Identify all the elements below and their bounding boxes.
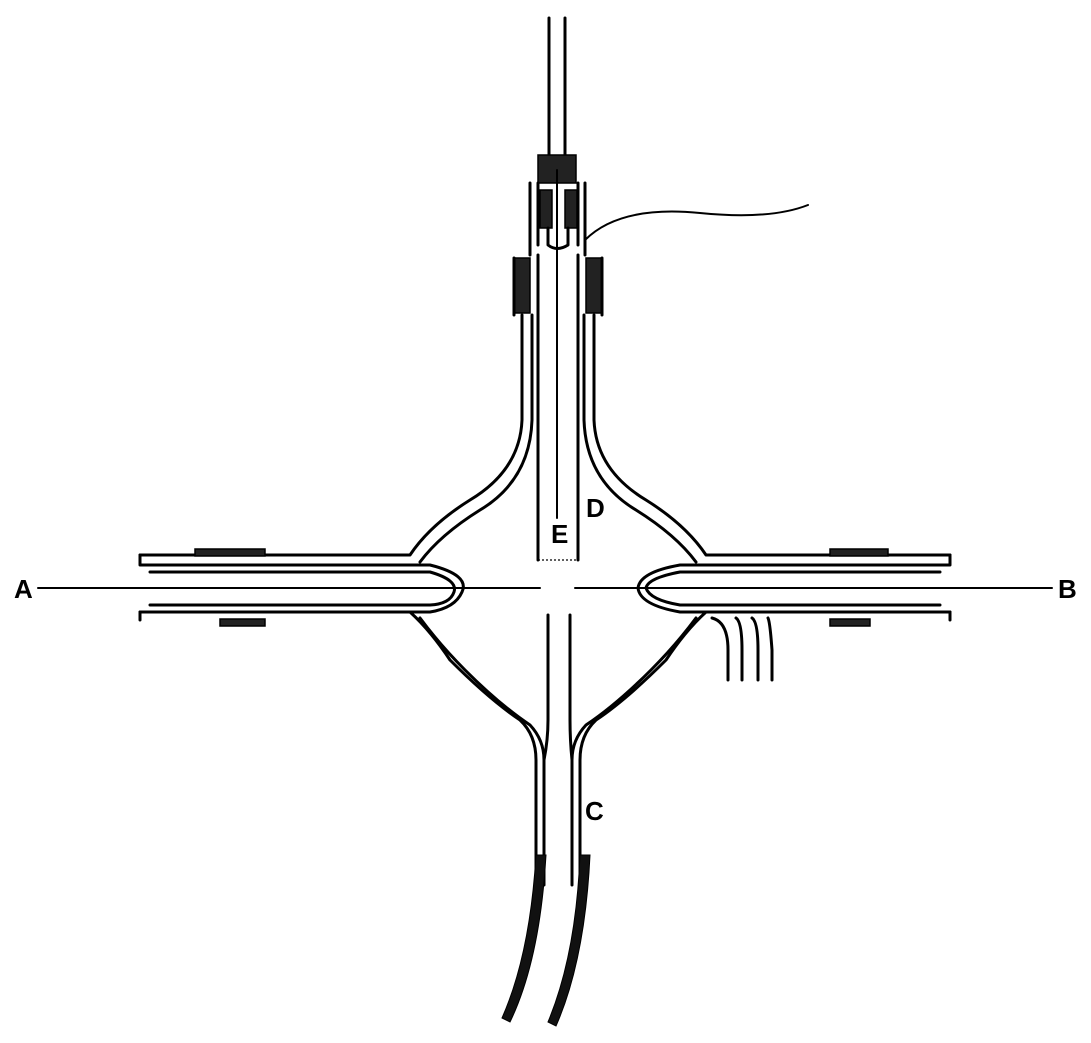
- label-a: A: [14, 574, 33, 604]
- label-e: E: [551, 519, 568, 549]
- bottom-exit-tube: [138, 610, 952, 1027]
- left-electrode: [138, 548, 465, 627]
- label-c: C: [585, 796, 604, 826]
- right-electrode: [636, 548, 952, 682]
- top-electrode-assembly: [138, 16, 952, 564]
- label-b: B: [1058, 574, 1077, 604]
- label-d: D: [586, 493, 605, 523]
